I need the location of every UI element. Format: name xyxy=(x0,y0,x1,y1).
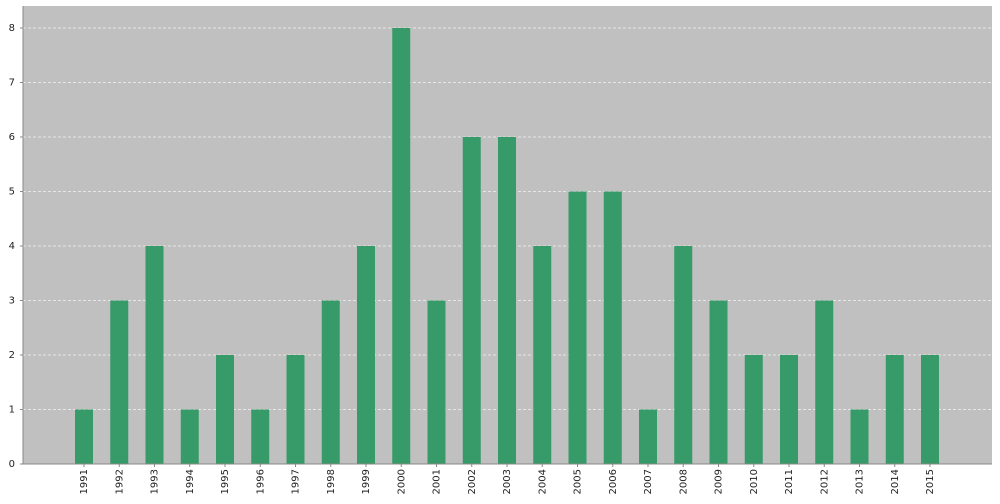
bar-1992 xyxy=(110,300,129,464)
bar-2014 xyxy=(885,355,904,464)
y-tick-label: 7 xyxy=(9,78,15,89)
y-tick-label: 5 xyxy=(9,187,15,198)
bar-2011 xyxy=(780,355,798,464)
x-tick-label-1992: 1992 xyxy=(114,469,125,494)
x-tick-label-2007: 2007 xyxy=(643,469,654,494)
bar-1991 xyxy=(75,409,93,464)
x-tick-label-1998: 1998 xyxy=(326,469,337,494)
x-tick-label-2005: 2005 xyxy=(573,469,584,494)
bar-2010 xyxy=(744,355,763,464)
bar-1994 xyxy=(180,409,199,464)
x-tick-label-2014: 2014 xyxy=(890,469,901,494)
bar-2006 xyxy=(603,191,622,464)
bar-2004 xyxy=(533,246,552,464)
y-tick-label: 4 xyxy=(9,241,15,252)
y-tick-label: 2 xyxy=(9,350,15,361)
bar-1997 xyxy=(286,355,305,464)
bar-2009 xyxy=(709,300,728,464)
x-tick-label-1995: 1995 xyxy=(220,469,231,494)
x-tick-label-2002: 2002 xyxy=(467,469,478,494)
x-tick-label-1993: 1993 xyxy=(150,469,161,494)
x-tick-label-2013: 2013 xyxy=(855,469,866,494)
bars xyxy=(75,28,939,464)
y-tick-label: 6 xyxy=(9,132,15,143)
x-tick-label-2003: 2003 xyxy=(502,469,513,494)
bar-2015 xyxy=(921,355,939,464)
x-tick-label-2001: 2001 xyxy=(432,469,443,494)
y-axis-ticks: 0 1 2 3 4 5 6 7 8 xyxy=(9,23,23,470)
bar-2003 xyxy=(498,137,516,464)
x-tick-label-2006: 2006 xyxy=(608,469,619,494)
bar-2001 xyxy=(427,300,446,464)
y-tick-label: 0 xyxy=(9,459,15,470)
x-tick-label-1999: 1999 xyxy=(361,469,372,494)
bar-1999 xyxy=(357,246,375,464)
bar-2007 xyxy=(639,409,657,464)
x-tick-label-1991: 1991 xyxy=(79,469,90,494)
bar-2008 xyxy=(674,246,693,464)
bar-2002 xyxy=(462,137,481,464)
x-tick-label-2008: 2008 xyxy=(678,469,689,494)
bar-2005 xyxy=(568,191,587,464)
x-tick-label-1997: 1997 xyxy=(291,469,302,494)
x-tick-label-2015: 2015 xyxy=(925,469,936,494)
x-tick-label-2011: 2011 xyxy=(784,469,795,494)
x-tick-label-2000: 2000 xyxy=(396,469,407,494)
bar-2013 xyxy=(850,409,869,464)
bar-1995 xyxy=(216,355,234,464)
y-tick-label: 8 xyxy=(9,23,15,34)
y-tick-label: 3 xyxy=(9,296,15,307)
bar-2000 xyxy=(392,28,411,464)
x-tick-label-2004: 2004 xyxy=(537,469,548,494)
bar-1993 xyxy=(145,246,164,464)
x-tick-label-1994: 1994 xyxy=(185,469,196,494)
x-tick-label-2012: 2012 xyxy=(819,469,830,494)
bar-2012 xyxy=(815,300,834,464)
x-axis-ticks: 1991 1992 1993 1994 1995 1996 1997 1998 1999 2000… xyxy=(79,464,936,494)
bar-1996 xyxy=(251,409,270,464)
x-tick-label-1996: 1996 xyxy=(255,469,266,494)
x-tick-label-2010: 2010 xyxy=(749,469,760,494)
x-tick-label-2009: 2009 xyxy=(714,469,725,494)
bar-1998 xyxy=(321,300,340,464)
y-tick-label: 1 xyxy=(9,405,15,416)
